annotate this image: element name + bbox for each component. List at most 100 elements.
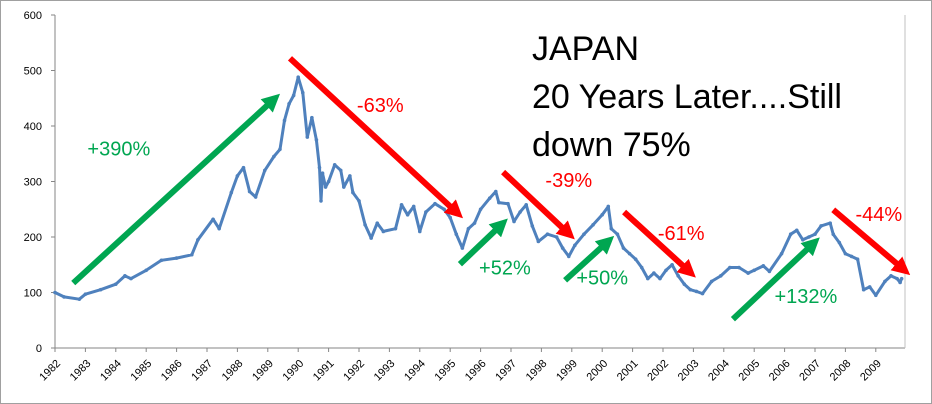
data-point [62,295,66,299]
x-tick-label: 1984 [98,358,124,384]
data-point [282,118,287,123]
annotation-label: -61% [658,223,705,245]
x-tick-label: 2004 [706,358,732,384]
x-tick-label: 2006 [767,358,793,384]
data-point [874,293,878,298]
data-point [369,236,373,240]
data-point [688,287,693,292]
data-point [700,291,705,296]
x-tick-label: 1996 [463,358,489,384]
data-point [849,254,854,259]
data-point [573,243,577,248]
data-point [342,185,346,189]
data-point [895,276,899,281]
data-point [114,282,118,286]
data-point [898,280,902,285]
data-point [332,163,337,167]
data-point [676,274,680,278]
data-point [606,204,611,209]
data-point [652,271,656,275]
data-point [83,292,88,296]
data-point [190,252,194,257]
data-point [615,232,620,237]
x-tick-label: 1997 [493,358,519,384]
data-point [253,195,258,199]
data-point [262,168,267,173]
data-point [433,201,437,206]
data-point [314,138,319,142]
data-point [320,171,325,175]
data-point [566,254,571,259]
data-point [454,232,459,237]
x-tick-label: 1983 [68,358,94,384]
data-point [326,179,331,184]
data-point [694,289,699,294]
data-point [828,221,832,225]
x-tick-label: 1985 [129,358,155,384]
rise-arrow [563,235,615,283]
y-tick-label: 600 [24,10,42,22]
data-point [272,154,276,159]
data-point [761,264,766,268]
data-point [296,75,301,79]
chart-title: JAPAN 20 Years Later....Still down 75% [532,30,842,164]
data-point [718,274,723,278]
data-point [801,237,805,242]
y-tick-label: 200 [24,232,42,244]
x-tick-label: 2000 [585,358,611,384]
data-point [472,221,477,225]
data-point [530,224,535,228]
data-point [600,213,604,217]
data-point [752,268,756,273]
x-tick-label: 2008 [828,358,854,384]
data-point [621,246,626,250]
y-tick-label: 100 [24,288,42,300]
x-tick-label: 1992 [341,358,367,384]
data-point [658,276,662,281]
data-point [582,232,586,237]
rise-arrow [730,237,820,322]
data-point [497,200,501,205]
data-point [460,246,465,250]
rise-arrow [457,218,508,267]
data-point [633,257,638,262]
y-tick-label: 500 [24,66,42,78]
data-point [357,199,361,203]
data-point [728,265,732,270]
data-point [746,271,750,275]
data-point [381,229,386,234]
data-point [310,115,314,120]
x-tick-label: 1991 [311,358,337,384]
decline-arrow [287,56,463,219]
data-point [278,147,282,152]
data-point [855,257,860,262]
data-point [305,135,310,139]
decline-arrow [622,209,696,278]
data-point [524,203,528,207]
x-tick-label: 1987 [189,358,215,384]
data-point [536,239,541,244]
data-point [512,219,516,224]
x-tick-label: 1994 [402,358,428,384]
data-point [319,199,323,203]
x-tick-label: 2009 [858,358,884,384]
title-line-1: JAPAN [532,30,639,68]
data-point [767,269,772,274]
data-point [129,276,133,281]
data-point [494,189,498,194]
data-point [287,102,291,106]
x-tick-label: 2007 [797,358,823,384]
x-tick-label: 1995 [433,358,459,384]
x-tick-label: 1986 [159,358,185,384]
x-tick-label: 1999 [554,358,580,384]
data-point [317,165,322,170]
data-point [506,201,510,206]
data-point [229,190,234,195]
annotation-label: +50% [576,268,628,290]
data-point [211,217,215,222]
data-point [338,168,343,173]
data-point [682,282,687,286]
y-tick-label: 0 [36,343,42,355]
title-line-3: down 75% [532,126,691,164]
